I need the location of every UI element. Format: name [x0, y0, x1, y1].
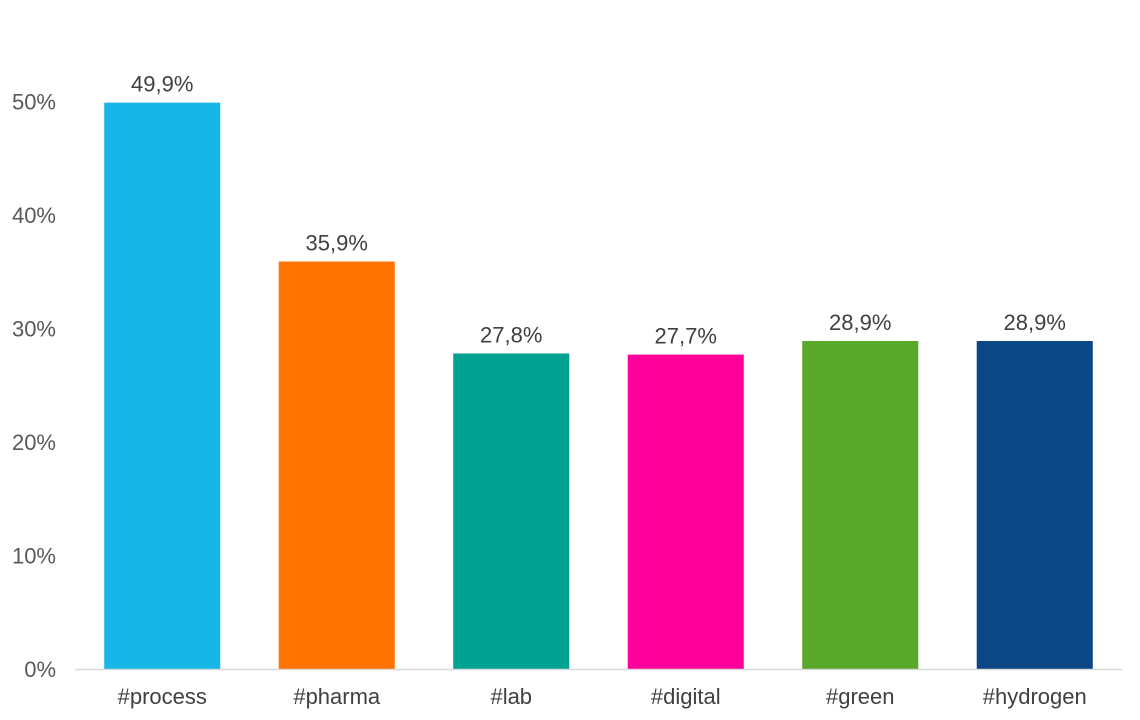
bars — [104, 102, 1093, 669]
x-category-label: #digital — [651, 684, 721, 709]
y-axis-ticks: 0% 10% 20% 30% 40% 50% — [12, 90, 56, 683]
bar-value-label: 35,9% — [306, 231, 368, 256]
x-category-label: #green — [826, 684, 895, 709]
bar — [104, 102, 221, 669]
y-tick-label: 0% — [24, 657, 56, 682]
bar — [976, 340, 1093, 669]
y-tick-label: 20% — [12, 430, 56, 455]
bar — [453, 353, 570, 669]
bar-value-label: 49,9% — [131, 72, 193, 97]
y-tick-label: 10% — [12, 544, 56, 569]
x-category-label: #process — [118, 684, 207, 709]
x-category-label: #hydrogen — [983, 684, 1087, 709]
bar-value-label: 27,7% — [655, 324, 717, 349]
data-labels: 49,9% 35,9% 27,8% 27,7% 28,9% 28,9% — [131, 72, 1066, 349]
y-tick-label: 40% — [12, 203, 56, 228]
category-labels: #process #pharma #lab #digital #green #hydrog… — [118, 684, 1087, 709]
bar — [627, 354, 744, 669]
bar — [278, 261, 395, 669]
bar — [802, 340, 919, 669]
y-tick-label: 30% — [12, 317, 56, 342]
bar-value-label: 27,8% — [480, 322, 542, 347]
y-tick-label: 50% — [12, 90, 56, 115]
x-category-label: #lab — [490, 684, 532, 709]
bar-value-label: 28,9% — [1004, 310, 1066, 335]
x-category-label: #pharma — [293, 684, 381, 709]
bar-value-label: 28,9% — [829, 310, 891, 335]
